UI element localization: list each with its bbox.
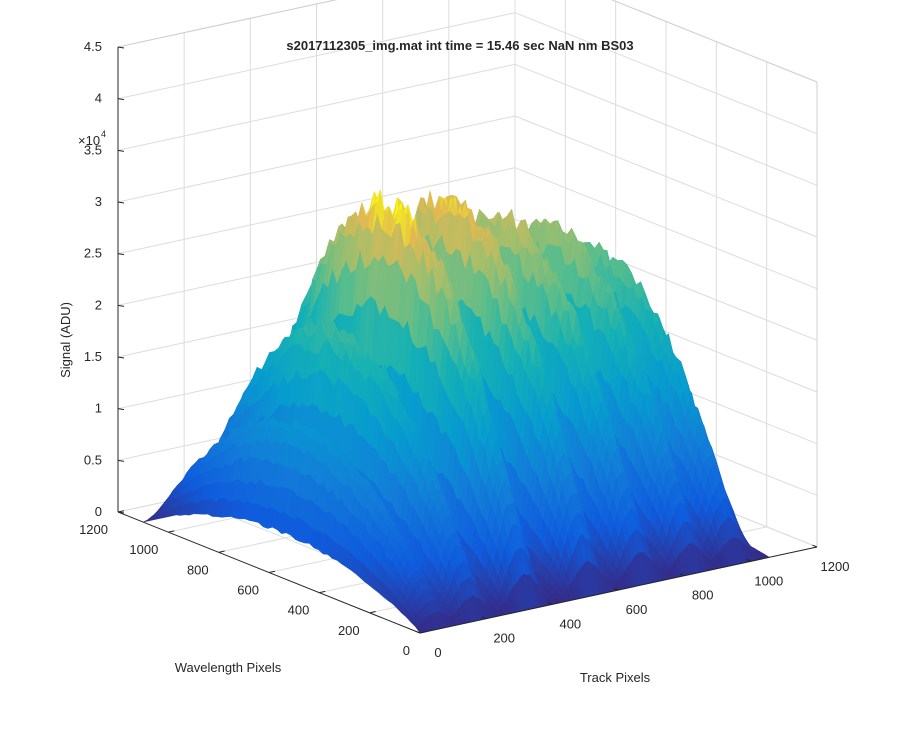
grid-line-back-z xyxy=(117,167,516,255)
grid-line-side-z xyxy=(514,12,818,135)
grid-line-back-z xyxy=(117,12,516,100)
axes-box-edge xyxy=(117,0,338,48)
surface-plot xyxy=(143,189,771,634)
grid-line-back-z xyxy=(117,115,516,203)
grid-line-side-z xyxy=(514,167,818,290)
grid-line-back-z xyxy=(117,63,516,151)
grid-line-side-z xyxy=(514,115,818,238)
grid-line-side-z xyxy=(514,63,818,186)
axes-box-edge xyxy=(610,0,818,83)
